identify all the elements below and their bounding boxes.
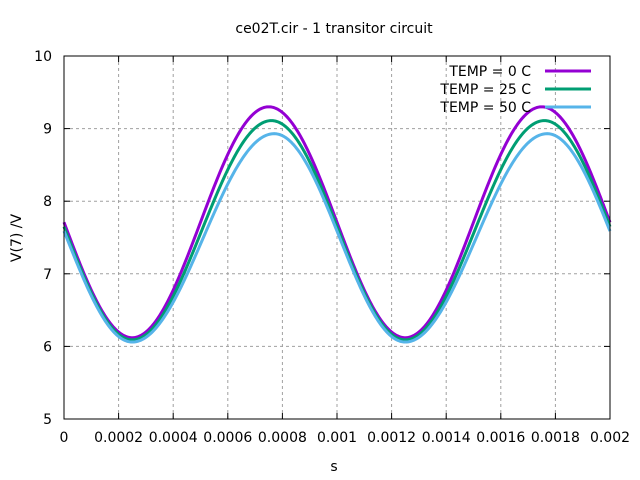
series-line-2 bbox=[62, 132, 612, 344]
y-tick-label: 5 bbox=[43, 412, 52, 428]
chart-title: ce02T.cir - 1 transitor circuit bbox=[235, 21, 433, 37]
series-line-1 bbox=[62, 119, 612, 342]
x-tick-label: 0.002 bbox=[590, 430, 630, 446]
y-tick-label: 8 bbox=[43, 194, 52, 210]
x-tick-label: 0.0006 bbox=[203, 430, 252, 446]
y-tick-label: 7 bbox=[43, 267, 52, 283]
legend: TEMP = 0 C TEMP = 25 C TEMP = 50 C bbox=[439, 64, 591, 116]
legend-label: TEMP = 50 C bbox=[439, 100, 531, 116]
y-axis-label: V(7) /V bbox=[9, 214, 25, 263]
x-tick-label: 0.0002 bbox=[94, 430, 143, 446]
y-tick-label: 6 bbox=[43, 339, 52, 355]
x-tick-label: 0.001 bbox=[317, 430, 357, 446]
y-tick-label: 9 bbox=[43, 122, 52, 138]
grid bbox=[64, 56, 610, 419]
legend-label: TEMP = 25 C bbox=[439, 82, 531, 98]
x-tick-label: 0.0018 bbox=[531, 430, 580, 446]
x-tick-label: 0.0008 bbox=[258, 430, 307, 446]
x-tick-label: 0.0004 bbox=[149, 430, 198, 446]
legend-label: TEMP = 0 C bbox=[448, 64, 531, 80]
x-tick-label: 0 bbox=[60, 430, 69, 446]
ticks: 0 0.0002 0.0004 0.0006 0.0008 0.001 0.0012 0.00… bbox=[34, 49, 630, 446]
x-tick-label: 0.0016 bbox=[476, 430, 525, 446]
series-lines bbox=[62, 105, 612, 344]
x-axis-label: s bbox=[330, 459, 337, 475]
series-line-0 bbox=[62, 105, 612, 340]
y-tick-label: 10 bbox=[34, 49, 52, 65]
x-tick-label: 0.0012 bbox=[367, 430, 416, 446]
x-tick-label: 0.0014 bbox=[422, 430, 471, 446]
